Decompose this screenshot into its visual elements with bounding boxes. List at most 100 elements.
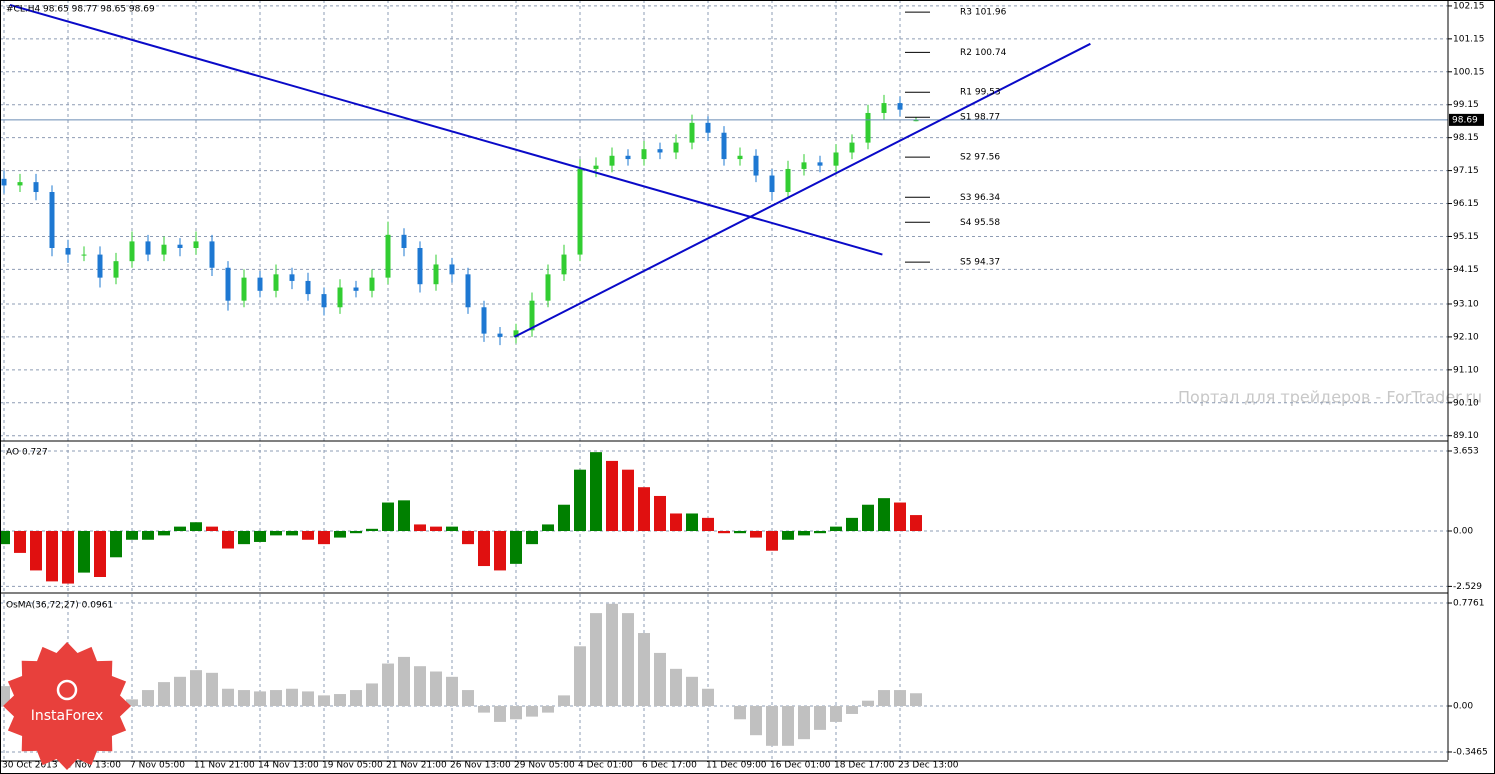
candle-body xyxy=(113,261,119,278)
bar xyxy=(846,517,858,532)
bar xyxy=(494,531,506,571)
candle-body xyxy=(849,142,855,153)
candle-body xyxy=(17,182,23,186)
candle-body xyxy=(465,274,471,308)
bar xyxy=(110,531,122,558)
bar xyxy=(414,524,426,532)
bar xyxy=(254,531,266,542)
candle-body xyxy=(225,267,231,301)
bar xyxy=(190,670,202,706)
bar xyxy=(526,705,538,717)
candle-body xyxy=(609,155,615,166)
bar xyxy=(318,695,330,706)
bar xyxy=(782,531,794,540)
bar xyxy=(462,531,474,545)
bar xyxy=(350,531,362,534)
candle-body xyxy=(433,264,439,285)
bar xyxy=(526,531,538,545)
y-tick-label: 93.10 xyxy=(1453,299,1479,309)
bar xyxy=(398,500,410,532)
candle-body xyxy=(769,175,775,193)
bar xyxy=(318,531,330,545)
bar xyxy=(510,531,522,564)
candle-body xyxy=(833,152,839,166)
y-tick-label: 94.15 xyxy=(1453,265,1479,275)
candle-body xyxy=(449,264,455,275)
pivot-label: S5 94.37 xyxy=(960,258,1000,268)
panel-title: AO 0.727 xyxy=(6,448,48,458)
bar xyxy=(302,531,314,540)
candle-body xyxy=(545,274,551,301)
y-tick-label: 100.15 xyxy=(1453,67,1485,77)
bar xyxy=(174,676,186,706)
bar xyxy=(0,531,10,545)
bar xyxy=(638,487,650,532)
logo-text: InstaForex xyxy=(31,708,104,724)
candle-body xyxy=(417,247,423,285)
x-tick-label: 11 Nov 21:00 xyxy=(194,761,255,771)
x-tick-label: 29 Nov 05:00 xyxy=(514,761,575,771)
candle-body xyxy=(641,149,647,160)
pivot-label: R1 99.53 xyxy=(960,88,1001,98)
trendline xyxy=(513,42,1091,338)
bar xyxy=(638,633,650,706)
bar xyxy=(686,513,698,532)
candle-body xyxy=(529,300,535,331)
logo-badge xyxy=(3,642,131,770)
candle-body xyxy=(65,247,71,255)
bar xyxy=(78,531,90,573)
candle-body xyxy=(273,274,279,291)
bar xyxy=(574,469,586,532)
bar xyxy=(206,526,218,532)
candle-body xyxy=(737,155,743,160)
candle-body xyxy=(97,254,103,278)
bar xyxy=(702,517,714,532)
bar xyxy=(894,690,906,706)
candle-body xyxy=(817,162,823,166)
x-tick-label: 21 Nov 21:00 xyxy=(386,761,447,771)
panel-title: OsMA(36,72,27) 0.0961 xyxy=(6,601,113,611)
bar xyxy=(670,668,682,706)
bar xyxy=(830,705,842,722)
x-tick-label: 4 Dec 01:00 xyxy=(578,761,633,771)
bar xyxy=(830,526,842,532)
candle-body xyxy=(721,132,727,160)
logo-icon xyxy=(56,679,78,701)
y-tick-label: 0.00 xyxy=(1453,527,1473,537)
bar xyxy=(238,690,250,706)
candle-body xyxy=(385,234,391,278)
bar xyxy=(382,663,394,706)
bar xyxy=(14,531,26,553)
bar xyxy=(798,531,810,536)
x-tick-label: 18 Dec 17:00 xyxy=(834,761,895,771)
bar xyxy=(862,504,874,532)
candle-body xyxy=(321,294,327,308)
bar xyxy=(846,705,858,714)
x-tick-label: 6 Dec 17:00 xyxy=(642,761,697,771)
candle-body xyxy=(561,254,567,275)
bar xyxy=(750,705,762,736)
bar xyxy=(302,691,314,706)
last-price-box xyxy=(1449,113,1484,126)
bar xyxy=(158,682,170,706)
candle-body xyxy=(801,162,807,169)
bar xyxy=(478,705,490,713)
bar xyxy=(590,452,602,532)
bar xyxy=(206,672,218,706)
candle-body xyxy=(513,330,519,337)
logo: InstaForex xyxy=(3,642,131,770)
bar xyxy=(766,705,778,746)
y-tick-label: 0.7761 xyxy=(1453,599,1485,609)
bar xyxy=(446,526,458,532)
panel-title: #CL.H4 98.65 98.77 98.65 98.69 xyxy=(6,5,155,15)
bar xyxy=(398,656,410,706)
bar xyxy=(126,699,138,706)
bar xyxy=(446,676,458,706)
bar xyxy=(814,531,826,534)
candle-body xyxy=(353,287,359,291)
bar xyxy=(254,691,266,706)
candle-body xyxy=(657,149,663,153)
bar xyxy=(654,495,666,532)
bar xyxy=(270,690,282,706)
